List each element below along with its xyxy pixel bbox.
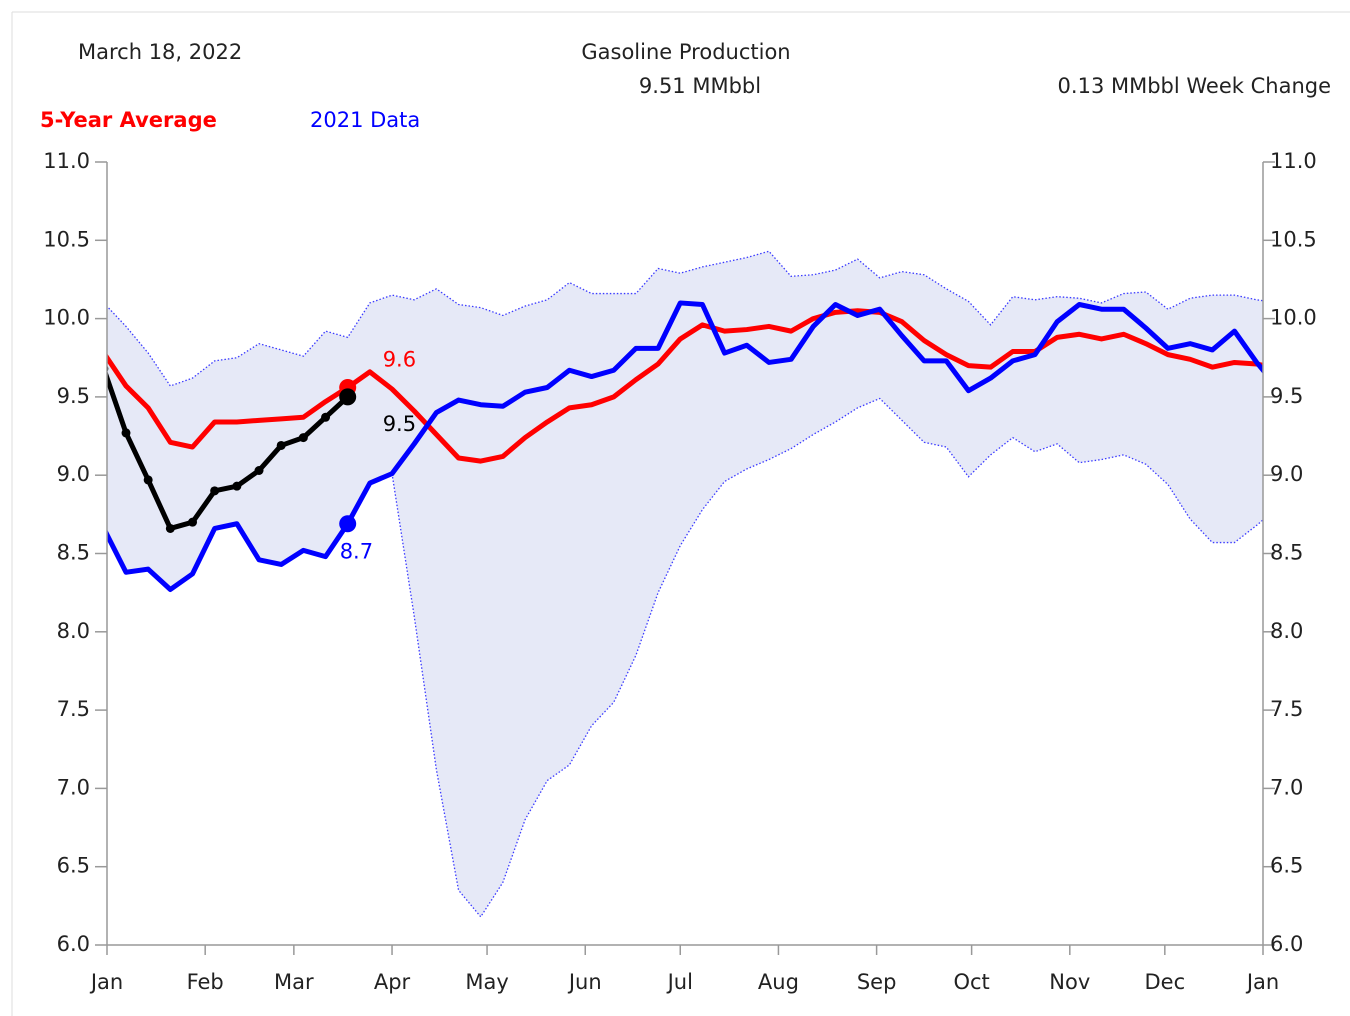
- point-marker: [210, 486, 220, 496]
- point-marker: [321, 412, 331, 422]
- point-marker: [298, 433, 308, 443]
- legend-entry: 5-Year Average: [40, 108, 217, 132]
- y2-tick-label: 6.5: [1270, 854, 1303, 878]
- y-tick-label: 7.5: [57, 697, 90, 721]
- y-tick-label: 8.0: [57, 619, 90, 643]
- x-tick-label: Apr: [374, 970, 411, 994]
- series-line: [107, 308, 1263, 464]
- y2-tick-label: 8.0: [1270, 619, 1303, 643]
- y-tick-label: 7.0: [57, 775, 90, 799]
- y-tick-label: 10.5: [43, 227, 90, 251]
- y2-tick-label: 6.0: [1270, 932, 1303, 956]
- x-tick-label: Feb: [187, 970, 224, 994]
- y2-tick-label: 10.5: [1270, 227, 1317, 251]
- y2-tick-label: 9.0: [1270, 462, 1303, 486]
- chart-title: Gasoline Production: [581, 40, 790, 64]
- y-tick-label: 9.5: [57, 384, 90, 408]
- point-marker: [188, 517, 198, 527]
- x-tick-label: Nov: [1049, 970, 1090, 994]
- data-label: 8.7: [340, 540, 373, 564]
- range-band: [107, 251, 1263, 917]
- x-tick-label: Aug: [758, 970, 799, 994]
- chart-subtitle: 9.51 MMbbl: [639, 74, 761, 98]
- point-marker: [165, 523, 175, 533]
- x-tick-label: May: [465, 970, 508, 994]
- x-tick-label: Jan: [1245, 970, 1279, 994]
- range-upper: [107, 250, 1263, 387]
- date: March 18, 2022: [78, 40, 242, 64]
- y-tick-label: 6.5: [57, 854, 90, 878]
- data-label: 9.6: [383, 348, 416, 372]
- y2-tick-label: 7.5: [1270, 697, 1303, 721]
- point-marker: [232, 481, 242, 491]
- x-tick-label: Jul: [666, 970, 693, 994]
- y2-tick-label: 7.0: [1270, 775, 1303, 799]
- y-tick-label: 9.0: [57, 462, 90, 486]
- series-line: [107, 370, 350, 531]
- x-tick-label: Dec: [1144, 970, 1185, 994]
- y-tick-label: 11.0: [43, 149, 90, 173]
- x-tick-label: Sep: [857, 970, 897, 994]
- y-tick-label: 10.0: [43, 306, 90, 330]
- current-marker: [339, 388, 357, 406]
- week-change: 0.13 MMbbl Week Change: [1058, 74, 1331, 98]
- point-marker: [276, 440, 286, 450]
- y2-tick-label: 8.5: [1270, 541, 1303, 565]
- x-tick-label: Jan: [89, 970, 123, 994]
- current-marker: [339, 515, 357, 533]
- x-tick-label: Oct: [953, 970, 989, 994]
- x-tick-label: Jun: [567, 970, 602, 994]
- legend-entry: 2021 Data: [310, 108, 420, 132]
- data-label: 9.5: [383, 412, 416, 436]
- x-tick-label: Mar: [274, 970, 314, 994]
- y2-tick-label: 9.5: [1270, 384, 1303, 408]
- y2-tick-label: 10.0: [1270, 306, 1317, 330]
- series-line: [107, 300, 1263, 593]
- y-tick-label: 6.0: [57, 932, 90, 956]
- plot-area: [107, 250, 1263, 918]
- point-marker: [121, 428, 131, 438]
- point-marker: [254, 466, 264, 476]
- point-marker: [143, 475, 153, 485]
- y2-tick-label: 11.0: [1270, 149, 1317, 173]
- y-tick-label: 8.5: [57, 541, 90, 565]
